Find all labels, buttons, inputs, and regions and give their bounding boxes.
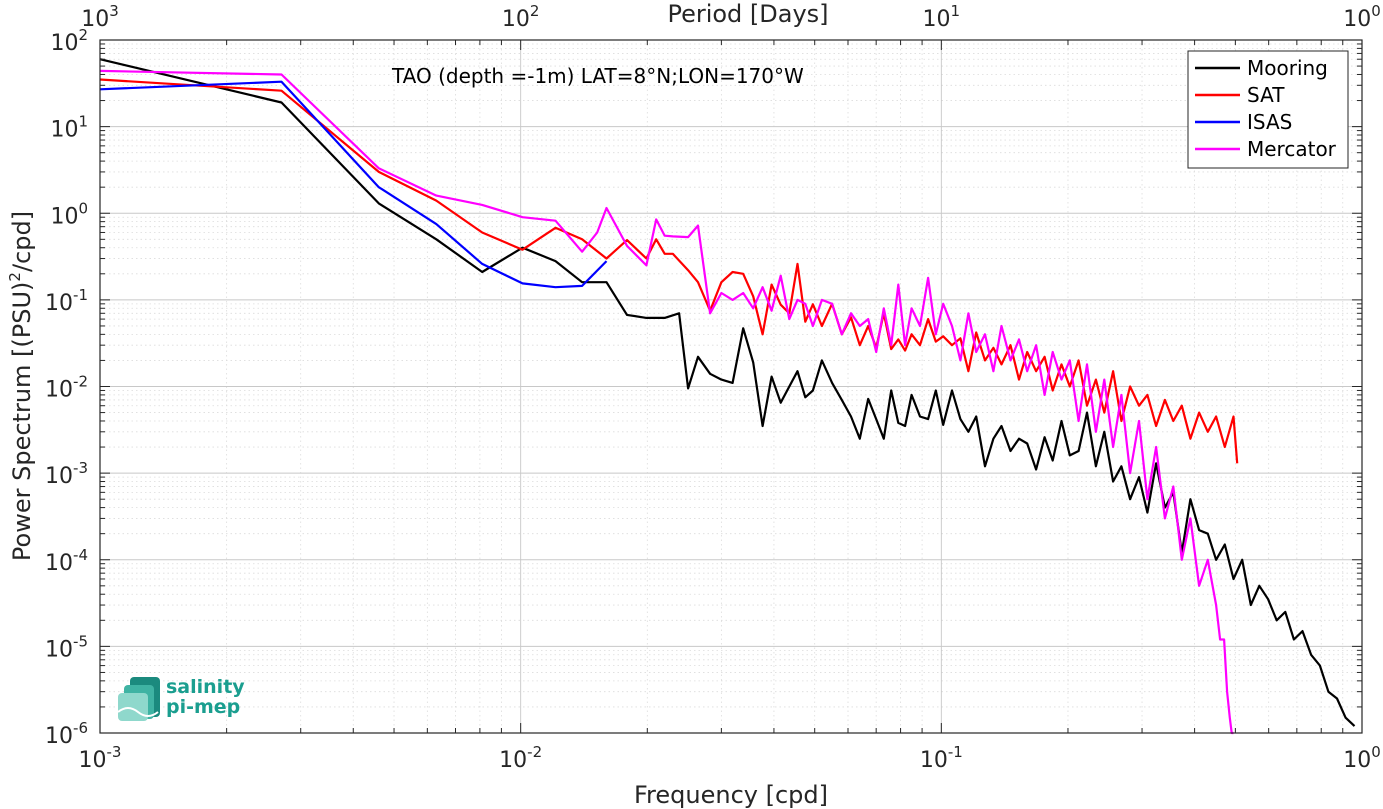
top-tick-label: 101 (923, 2, 961, 32)
y-tick-label: 10-6 (45, 719, 88, 749)
top-tick-label: 103 (81, 2, 119, 32)
x-tick-label: 10-1 (920, 743, 963, 773)
top-tick-label: 102 (502, 2, 540, 32)
legend-label-mooring: Mooring (1247, 56, 1328, 80)
series-line-sat (99, 78, 1239, 464)
x-axis-label: Frequency [cpd] (634, 781, 828, 809)
tick-marks (99, 39, 1363, 734)
y-tick-label: 101 (50, 113, 88, 143)
y-axis-label-tail: /cpd] (8, 211, 36, 272)
y-tick-label: 10-1 (45, 286, 88, 316)
legend: Mooring SAT ISAS Mercator (1187, 50, 1349, 169)
logo-mark (117, 677, 160, 721)
series-line-mercator (99, 69, 1234, 735)
legend-label-isas: ISAS (1247, 110, 1292, 134)
salinity-pi-mep-logo: salinity pi-mep (117, 676, 245, 721)
x-tick-label: 100 (1343, 743, 1381, 773)
chart-title: TAO (depth =-1m) LAT=8°N;LON=170°W (391, 64, 804, 88)
series-line-isas (99, 80, 608, 289)
legend-label-mercator: Mercator (1247, 137, 1337, 161)
y-tick-label: 10-4 (45, 546, 88, 576)
y-tick-label: 100 (50, 199, 88, 229)
series-layer (99, 58, 1356, 735)
top-tick-label: 100 (1343, 2, 1381, 32)
y-tick-label: 10-5 (45, 632, 88, 662)
top-axis-label: Period [Days] (667, 0, 828, 28)
x-tick-label: 10-2 (499, 743, 542, 773)
y-tick-label: 102 (50, 26, 88, 56)
logo-text-salinity: salinity (166, 676, 245, 698)
y-axis-label: Power Spectrum [(PSU)2/cpd] (6, 211, 36, 561)
legend-label-sat: SAT (1247, 83, 1285, 107)
y-axis-label-main: Power Spectrum [(PSU) (8, 282, 36, 561)
logo-text-pimep: pi-mep (166, 696, 240, 718)
x-tick-label: 10-3 (79, 743, 122, 773)
series-line-mooring (99, 58, 1356, 727)
y-axis-label-sup: 2 (6, 272, 24, 282)
y-tick-label: 10-3 (45, 459, 88, 489)
y-tick-label: 10-2 (45, 373, 88, 403)
